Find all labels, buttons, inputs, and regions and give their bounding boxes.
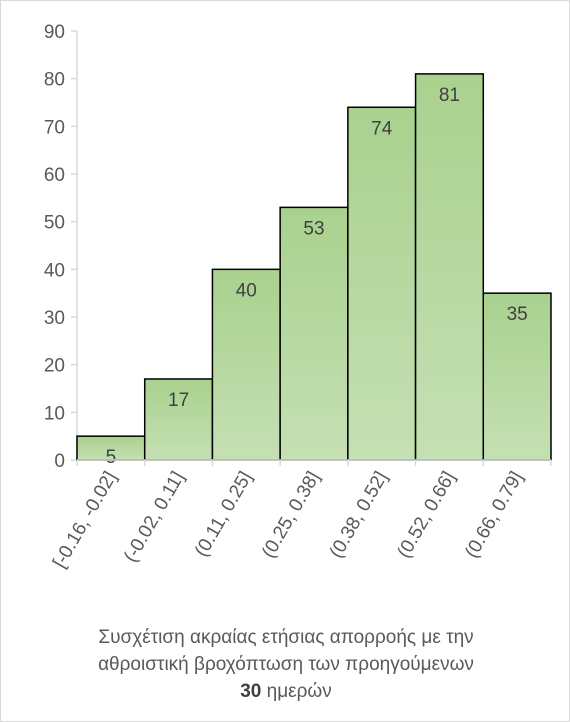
x-category-label: (0.38, 0.52]: [326, 468, 392, 562]
y-axis: 0 10 20 30 40 50 60 70 80 90: [44, 22, 78, 472]
bar-value-label: 17: [168, 390, 189, 411]
y-tick-label: 40: [44, 260, 65, 281]
bar-value-label: 81: [439, 85, 460, 106]
y-tick-label: 80: [44, 70, 65, 91]
x-axis-label-line1: Συσχέτιση ακραίας ετήσιας απορροής με τη…: [98, 627, 474, 648]
bar-value-label: 74: [371, 118, 393, 139]
x-category-label: (0.11, 0.25]: [191, 468, 257, 561]
x-category-label: (0.25, 0.38]: [258, 468, 324, 562]
bar-value-label: 53: [303, 218, 324, 239]
x-category-label: (0.52, 0.66]: [394, 468, 460, 562]
x-axis-label-line3: 30 ημερών: [41, 678, 531, 705]
x-category-label: (0.66, 0.79]: [461, 468, 527, 562]
bar-value-label: 35: [507, 304, 528, 325]
histogram-bar: [347, 106, 417, 461]
bar-value-label: 40: [236, 280, 257, 301]
x-axis-label-line2: αθροιστική βροχόπτωση των προηγούμενων: [98, 654, 474, 675]
x-axis-label: Συσχέτιση ακραίας ετήσιας απορροής με τη…: [41, 624, 531, 705]
histogram-bar: [414, 73, 485, 461]
y-tick-label: 70: [44, 117, 65, 138]
x-axis-label-number: 30: [240, 681, 262, 702]
x-axis: [-0.16, -0.02] (-0.02, 0.11] (0.11, 0.25](…: [49, 459, 552, 572]
y-tick-label: 50: [44, 213, 65, 234]
y-tick-label: 90: [44, 22, 65, 43]
bars: 5 17 40 53 74 81 35: [76, 73, 552, 468]
x-axis-label-unit: ημερών: [261, 681, 332, 702]
y-tick-label: 0: [54, 451, 65, 472]
y-tick-label: 30: [44, 308, 65, 329]
x-category-label: [-0.16, -0.02]: [49, 468, 121, 572]
bar-value-label: 5: [106, 447, 117, 468]
histogram-chart: 0 10 20 30 40 50 60 70 80 90 5 17 40 53 74 81 35 [-0.16…: [44, 22, 552, 572]
histogram-bar: [482, 292, 552, 461]
histogram-bar: [279, 206, 349, 461]
x-category-label: (-0.02, 0.11]: [120, 468, 189, 566]
y-tick-label: 60: [44, 165, 65, 186]
y-tick-label: 10: [44, 403, 65, 424]
y-tick-label: 20: [44, 356, 65, 377]
